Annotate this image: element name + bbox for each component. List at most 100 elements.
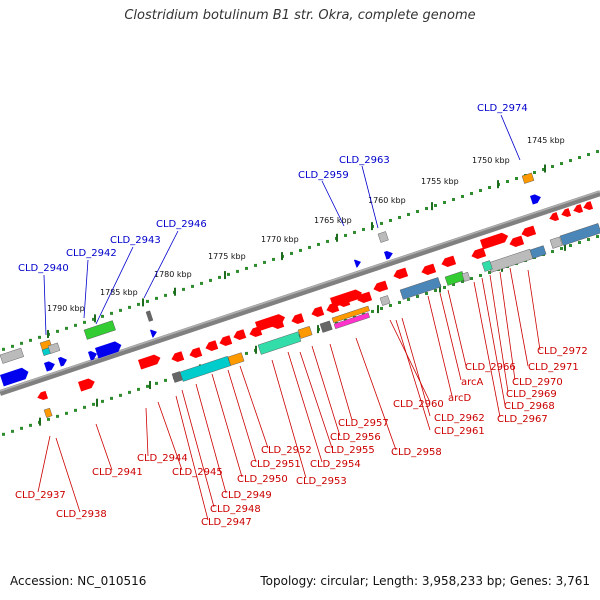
callout-bottom-label: CLD_2966 bbox=[465, 362, 516, 373]
outer-ruler-dot bbox=[569, 159, 572, 163]
outer-ruler-dot bbox=[452, 197, 455, 201]
callout-bottom-label-leader bbox=[509, 267, 529, 367]
gene-arrow-blue bbox=[530, 194, 541, 205]
inner-ruler-dot bbox=[398, 300, 401, 304]
outer-ruler-dot bbox=[182, 287, 185, 291]
callout-bottom-label-leader bbox=[211, 373, 243, 478]
gene-arrow-red bbox=[205, 340, 219, 351]
inner-ruler-dot bbox=[92, 402, 95, 406]
outer-ruler-dot bbox=[128, 305, 131, 309]
inner-ruler-dot bbox=[443, 285, 446, 289]
scale-label: 1770 kbp bbox=[261, 235, 299, 244]
scale-label: 1775 kbp bbox=[208, 252, 246, 261]
callout-bottom-label: CLD_2971 bbox=[528, 362, 579, 373]
callout-bottom-label: CLD_2950 bbox=[237, 474, 288, 485]
outer-ruler-dot bbox=[200, 281, 203, 285]
outer-ruler-dot bbox=[245, 266, 248, 270]
callout-bottom-label-leader bbox=[311, 345, 341, 437]
gene-arrow-red bbox=[311, 306, 325, 317]
callout-bottom-label: CLD_2958 bbox=[391, 447, 442, 458]
callout-bottom-label: CLD_2954 bbox=[310, 459, 361, 470]
gene-arrow-red bbox=[393, 267, 409, 279]
outer-ruler-dot bbox=[29, 338, 32, 342]
page-title: Clostridium botulinum B1 str. Okra, comp… bbox=[124, 8, 476, 23]
gene-box-steelblue bbox=[529, 245, 547, 259]
outer-ruler-dot bbox=[74, 323, 77, 327]
gene-arrow-blue bbox=[354, 259, 361, 268]
callout-bottom-label: CLD_2953 bbox=[296, 476, 347, 487]
outer-ruler-dot bbox=[488, 185, 491, 189]
outer-ruler-dot bbox=[596, 150, 599, 154]
callout-bottom-label: CLD_2972 bbox=[537, 346, 588, 357]
outer-ruler-dot bbox=[551, 165, 554, 169]
outer-ruler-dot bbox=[290, 251, 293, 255]
scale-label: 1765 kbp bbox=[314, 216, 352, 225]
inner-ruler-dot bbox=[380, 306, 383, 310]
gene-arrow-red bbox=[357, 291, 373, 303]
gene-box-gray bbox=[549, 236, 563, 249]
callout-bottom-label-leader bbox=[481, 277, 506, 406]
gene-arrow-blue bbox=[58, 357, 68, 367]
outer-ruler-dot bbox=[11, 344, 14, 348]
outer-ruler-dot bbox=[65, 326, 68, 330]
gene-arrow-red bbox=[509, 235, 525, 247]
inner-ruler-dot bbox=[389, 303, 392, 307]
outer-ruler-dot bbox=[164, 293, 167, 297]
gene-box-orange bbox=[227, 352, 245, 366]
callout-top-label: CLD_2959 bbox=[298, 170, 349, 181]
outer-ruler-dot bbox=[587, 153, 590, 157]
gene-box-cyan bbox=[179, 355, 231, 382]
inner-ruler-dot bbox=[164, 378, 167, 382]
gene-arrow-red bbox=[330, 289, 362, 308]
scale-label: 1755 kbp bbox=[421, 177, 459, 186]
outer-ruler-dot bbox=[533, 171, 536, 175]
gene-arrow-red bbox=[573, 204, 584, 214]
callout-bottom-label: CLD_2937 bbox=[15, 490, 66, 501]
callout-bottom-label-leader bbox=[489, 274, 509, 393]
gene-box-magenta bbox=[333, 312, 370, 329]
outer-ruler-dot bbox=[101, 314, 104, 318]
inner-ruler-dot bbox=[11, 429, 14, 433]
inner-ruler-dot bbox=[137, 387, 140, 391]
inner-ruler-dot bbox=[74, 408, 77, 412]
outer-ruler-dot bbox=[272, 257, 275, 261]
gene-arrow-red bbox=[233, 329, 247, 340]
inner-ruler-dot bbox=[371, 309, 374, 313]
inner-ruler-dot bbox=[20, 426, 23, 430]
callout-bottom-label-leader bbox=[95, 423, 113, 471]
outer-ruler-dot bbox=[236, 269, 239, 273]
gene-arrow-red bbox=[255, 314, 286, 332]
outer-ruler-dot bbox=[560, 162, 563, 166]
callout-bottom-label: CLD_2969 bbox=[506, 389, 557, 400]
outer-ruler-dot bbox=[308, 245, 311, 249]
outer-ruler-dot bbox=[299, 248, 302, 252]
callout-bottom-label-leader bbox=[447, 289, 467, 367]
inner-ruler-dot bbox=[101, 399, 104, 403]
callout-bottom-label-leader bbox=[175, 395, 209, 521]
callout-bottom-label: arcA bbox=[461, 377, 484, 388]
inner-ruler-dot bbox=[110, 396, 113, 400]
gene-box-darkgray bbox=[319, 320, 333, 333]
callout-top-label: CLD_2940 bbox=[18, 263, 69, 274]
outer-ruler-dot bbox=[155, 296, 158, 300]
callout-bottom-label: CLD_2948 bbox=[210, 504, 261, 515]
outer-ruler-dot bbox=[407, 212, 410, 216]
gene-arrow-red bbox=[583, 201, 594, 211]
inner-ruler-dot bbox=[245, 351, 248, 355]
outer-ruler-dot bbox=[254, 263, 257, 267]
callout-bottom-label-leader bbox=[195, 383, 227, 494]
callout-bottom-label: CLD_2970 bbox=[512, 377, 563, 388]
outer-ruler-dot bbox=[578, 156, 581, 160]
gene-arrow-blue bbox=[88, 351, 98, 361]
callout-bottom-label: CLD_2947 bbox=[201, 517, 252, 528]
gene-box-darkgray bbox=[145, 310, 154, 322]
inner-ruler-dot bbox=[56, 414, 59, 418]
callout-bottom-label-leader bbox=[427, 295, 453, 397]
outer-ruler-dot bbox=[425, 206, 428, 210]
callout-bottom-label: CLD_2944 bbox=[137, 453, 188, 464]
gene-arrow-blue bbox=[44, 361, 55, 372]
gene-arrow-red bbox=[480, 232, 509, 250]
callout-bottom-label-leader bbox=[527, 269, 541, 351]
inner-ruler-dot bbox=[65, 411, 68, 415]
